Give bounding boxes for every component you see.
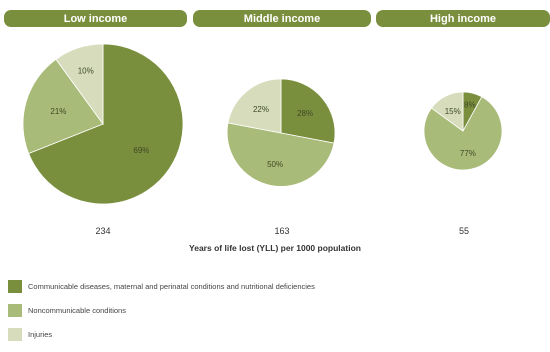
pie-label-2-injuries: 15%	[445, 107, 461, 116]
pie-label-2-noncommunicable: 77%	[460, 149, 476, 158]
total-middle-income: 163	[274, 226, 290, 236]
total-low-income: 234	[95, 226, 111, 236]
pie-charts: 69% 21% 10% 28% 50% 22% 8% 77% 15%	[22, 43, 503, 205]
pie-slice-1-communicable	[280, 78, 336, 144]
pie-slice-0-injuries	[55, 43, 104, 126]
header-high-income: High income	[376, 10, 550, 27]
legend-item-communicable: Communicable diseases, maternal and peri…	[8, 280, 315, 293]
header-middle-income: Middle income	[193, 10, 371, 27]
legend-label-communicable: Communicable diseases, maternal and peri…	[28, 282, 315, 291]
legend-label-noncommunicable: Noncommunicable conditions	[28, 306, 126, 315]
legend-swatch-noncommunicable	[8, 304, 22, 317]
x-axis-label: Years of life lost (YLL) per 1000 popula…	[189, 243, 361, 253]
pie-label-0-injuries: 10%	[78, 67, 94, 76]
legend-swatch-injuries	[8, 328, 22, 341]
pie-label-0-communicable: 69%	[133, 146, 149, 155]
pie-slice-2-noncommunicable	[423, 96, 503, 171]
legend-swatch-communicable	[8, 280, 22, 293]
header-low-income: Low income	[4, 10, 187, 27]
legend-item-noncommunicable: Noncommunicable conditions	[8, 304, 315, 317]
pie-slice-0-noncommunicable	[22, 58, 104, 154]
legend: Communicable diseases, maternal and peri…	[8, 280, 315, 352]
pie-slice-1-noncommunicable	[226, 122, 335, 187]
pie-slice-0-communicable	[28, 43, 184, 205]
legend-label-injuries: Injuries	[28, 330, 53, 339]
pie-slice-1-injuries	[227, 78, 282, 134]
total-high-income: 55	[458, 226, 469, 236]
pie-label-0-noncommunicable: 21%	[50, 107, 66, 116]
pie-slice-2-injuries	[430, 91, 464, 132]
legend-item-injuries: Injuries	[8, 328, 315, 341]
pie-label-1-injuries: 22%	[253, 105, 269, 114]
pie-label-1-communicable: 28%	[297, 109, 313, 118]
pie-label-2-communicable: 8%	[464, 101, 476, 110]
pie-label-1-noncommunicable: 50%	[267, 160, 283, 169]
